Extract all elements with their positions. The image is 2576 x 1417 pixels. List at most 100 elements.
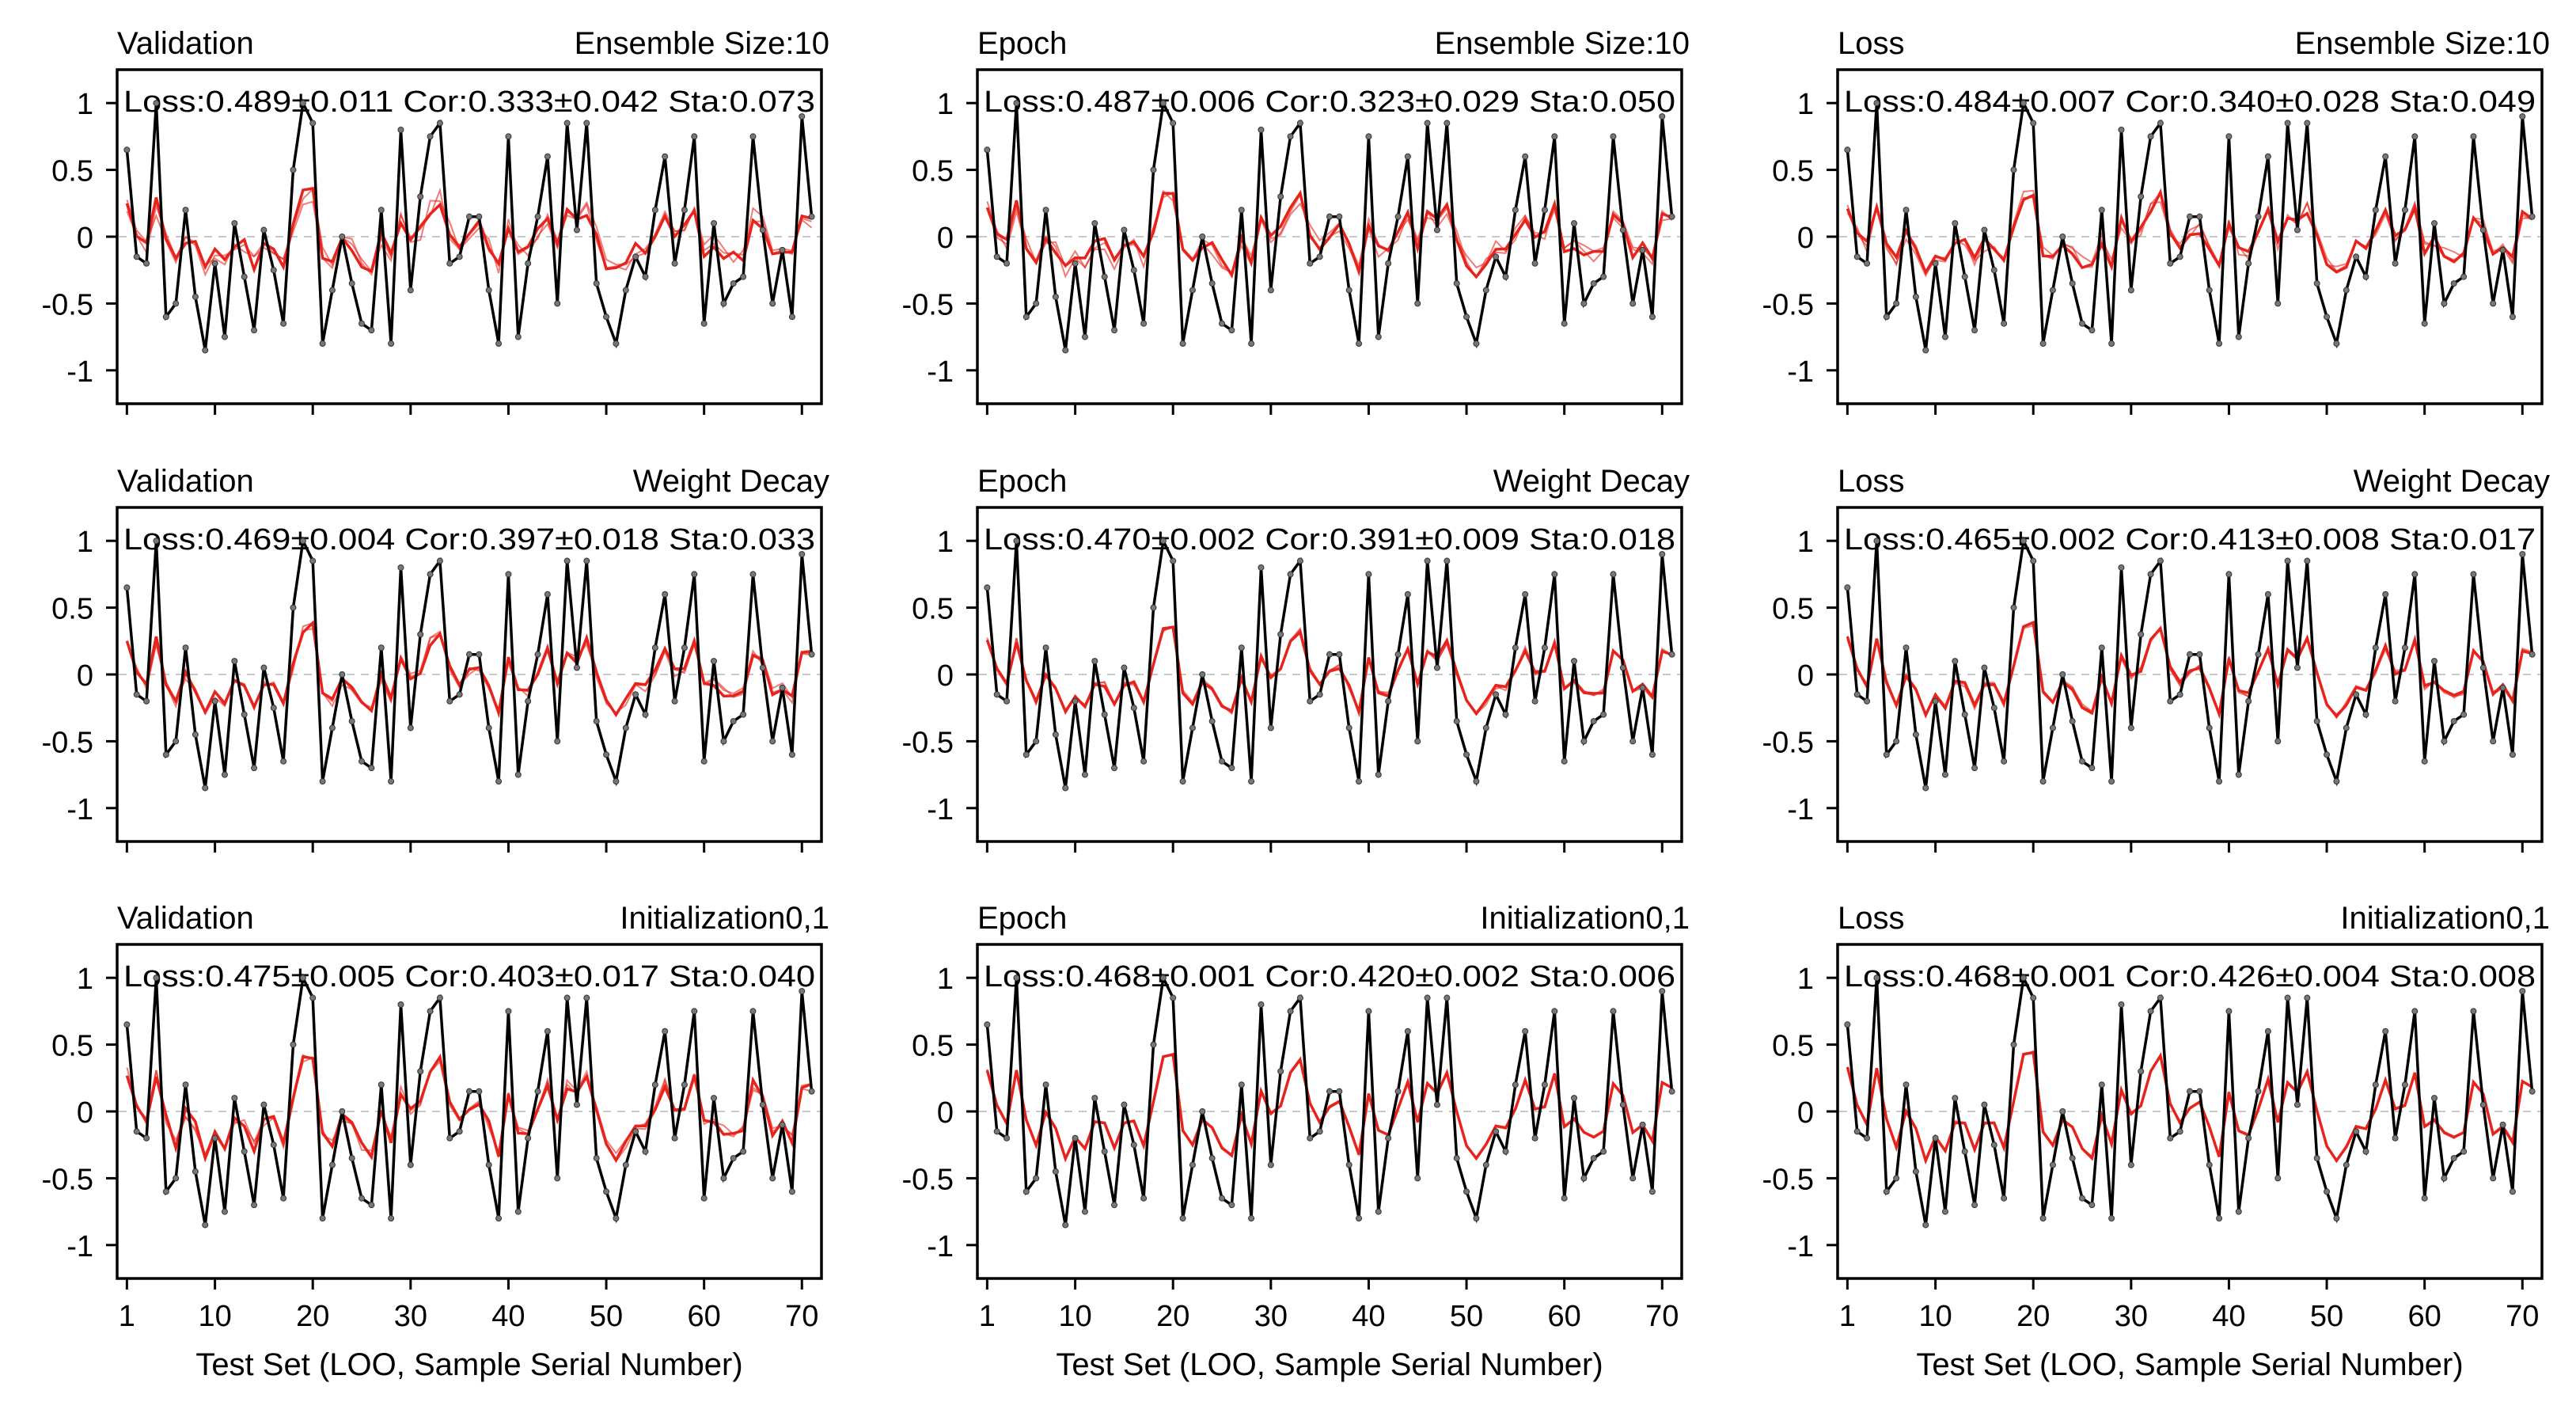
observed-point: [1453, 1155, 1460, 1162]
observed-point: [1130, 705, 1137, 712]
panel-2-2: Epoch Weight Decay Loss:0.470±0.002 Cor:0.…: [902, 464, 1690, 853]
observed-point: [2284, 120, 2291, 127]
observed-point: [1580, 300, 1588, 307]
observed-point: [720, 1175, 727, 1182]
observed-point: [299, 538, 306, 545]
y-tick-label: -1: [66, 355, 93, 389]
observed-point: [525, 697, 532, 705]
observed-point: [1258, 1001, 1265, 1008]
observed-point: [1981, 226, 1988, 234]
observed-point: [328, 287, 336, 294]
observed-point: [1296, 557, 1303, 564]
observed-point: [544, 153, 551, 160]
observed-point: [700, 320, 708, 327]
panel-left-label: Loss: [1838, 464, 1905, 499]
observed-point: [1208, 280, 1216, 287]
observed-point: [808, 1088, 815, 1095]
observed-point: [1493, 691, 1500, 698]
panel-1-3: Loss Ensemble Size:10 Loss:0.484±0.007 Cor…: [1762, 26, 2550, 415]
observed-point: [1531, 697, 1538, 705]
observed-point: [2401, 644, 2408, 652]
observed-point: [2079, 758, 2086, 765]
observed-point: [319, 778, 326, 785]
observed-point: [2274, 738, 2282, 745]
observed-point: [485, 287, 492, 294]
observed-point: [1961, 1148, 1968, 1155]
observed-point: [2499, 1121, 2506, 1128]
observed-point: [2049, 287, 2056, 294]
observed-point: [476, 651, 483, 658]
observed-point: [622, 287, 629, 294]
observed-point: [1267, 724, 1274, 731]
observed-point: [1189, 287, 1196, 294]
observed-point: [1619, 664, 1626, 671]
observed-point: [799, 988, 806, 995]
observed-point: [1932, 697, 1939, 705]
observed-point: [1062, 784, 1069, 792]
observed-point: [456, 253, 463, 260]
y-tick-label: 0: [77, 1096, 93, 1130]
observed-point: [2030, 994, 2037, 1001]
observed-point: [1883, 1188, 1890, 1195]
observed-point: [2245, 1134, 2252, 1142]
observed-point: [1522, 591, 1529, 598]
observed-point: [231, 1095, 238, 1102]
observed-point: [2196, 213, 2203, 220]
y-tick-label: 0.5: [912, 155, 954, 188]
observed-point: [1003, 697, 1011, 705]
y-tick-label: -1: [66, 793, 93, 826]
observed-point: [2030, 557, 2037, 564]
observed-point: [622, 1161, 629, 1168]
observed-point: [505, 1008, 512, 1015]
observed-point: [1648, 313, 1656, 321]
observed-point: [1903, 207, 1910, 214]
observed-point: [143, 1134, 150, 1142]
observed-point: [2324, 751, 2331, 758]
observed-point: [1941, 771, 1948, 778]
observed-point: [651, 1081, 658, 1088]
observed-point: [407, 287, 414, 294]
observed-point: [1326, 1088, 1333, 1095]
observed-point: [1287, 133, 1294, 140]
observed-point: [133, 691, 140, 698]
observed-point: [2118, 564, 2125, 571]
observed-point: [270, 267, 277, 274]
panel-right-label: Initialization0,1: [2340, 901, 2550, 936]
observed-point: [2088, 327, 2096, 334]
observed-point: [662, 591, 669, 598]
observed-point: [182, 207, 189, 214]
observed-point: [2264, 153, 2271, 160]
observed-point: [2187, 213, 2193, 220]
observed-point: [2519, 988, 2526, 995]
x-tick-label: 1: [1839, 1300, 1856, 1333]
observed-point: [1571, 220, 1578, 227]
observed-point: [1375, 333, 1382, 340]
observed-point: [1238, 207, 1245, 214]
observed-point: [593, 718, 600, 725]
stats-label: Loss:0.489±0.011 Cor:0.333±0.042 Sta:0.0…: [123, 85, 815, 119]
observed-point: [632, 1128, 639, 1135]
observed-point: [769, 1175, 776, 1182]
observed-point: [2499, 246, 2506, 253]
observed-point: [466, 213, 472, 220]
observed-point: [427, 1008, 434, 1015]
stats-label: Loss:0.468±0.001 Cor:0.426±0.004 Sta:0.0…: [1844, 960, 2536, 993]
observed-point: [2382, 1028, 2389, 1035]
observed-point: [1130, 1142, 1137, 1149]
observed-point: [231, 220, 238, 227]
observed-point: [456, 1128, 463, 1135]
observed-point: [554, 300, 561, 307]
observed-point: [1326, 651, 1333, 658]
observed-point: [1561, 1195, 1568, 1202]
observed-point: [544, 1028, 551, 1035]
observed-point: [2421, 758, 2428, 765]
y-tick-label: 0.5: [1772, 1030, 1814, 1063]
observed-point: [1414, 738, 1421, 745]
observed-point: [2255, 651, 2262, 658]
observed-point: [740, 1148, 747, 1155]
y-tick-label: -1: [1787, 355, 1814, 389]
observed-point: [2470, 571, 2477, 578]
x-tick-label: 30: [394, 1300, 427, 1333]
stats-label: Loss:0.475±0.005 Cor:0.403±0.017 Sta:0.0…: [123, 960, 815, 993]
observed-point: [1277, 631, 1284, 638]
